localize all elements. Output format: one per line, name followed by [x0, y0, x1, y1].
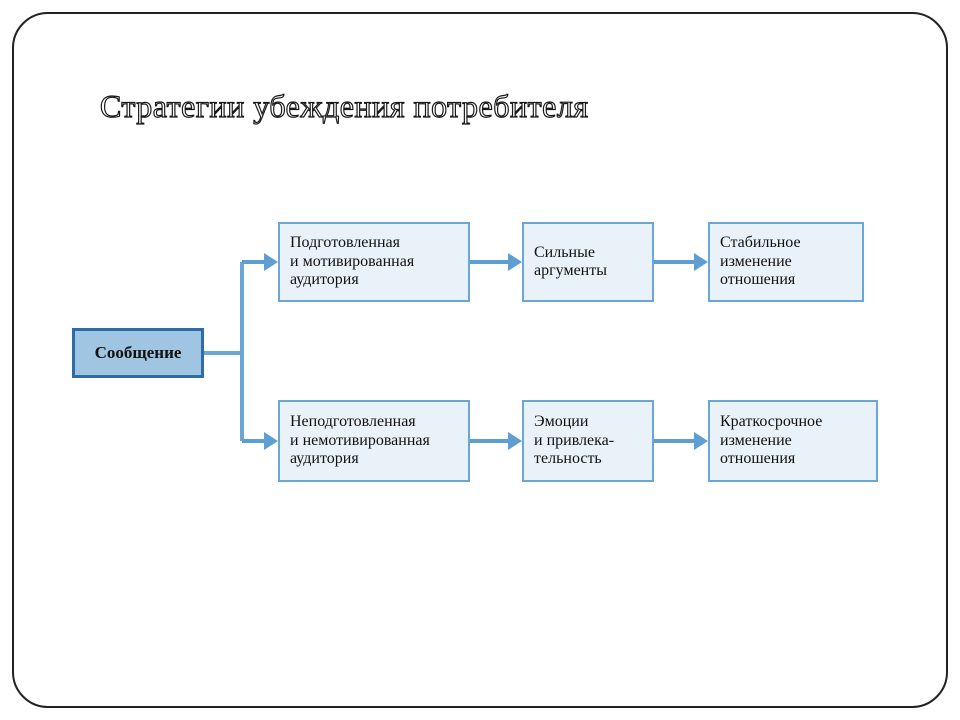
node-bot-result-label: Краткосрочное изменение отношения — [710, 407, 876, 474]
node-top-audience: Подготовленная и мотивированная аудитори… — [278, 222, 470, 302]
node-top-arguments-label: Сильные аргументы — [524, 238, 652, 287]
slide-title: Стратегии убеждения потребителя — [100, 88, 589, 125]
node-top-arguments: Сильные аргументы — [522, 222, 654, 302]
node-bot-emotions: Эмоции и привлека- тельность — [522, 400, 654, 482]
node-top-result-label: Стабильное изменение отношения — [710, 228, 862, 295]
node-source: Сообщение — [72, 328, 204, 378]
node-source-label: Сообщение — [75, 337, 201, 369]
node-top-result: Стабильное изменение отношения — [708, 222, 864, 302]
node-bot-audience: Неподготовленная и немотивированная ауди… — [278, 400, 470, 482]
node-bot-audience-label: Неподготовленная и немотивированная ауди… — [280, 407, 468, 474]
node-top-audience-label: Подготовленная и мотивированная аудитори… — [280, 228, 468, 295]
node-bot-result: Краткосрочное изменение отношения — [708, 400, 878, 482]
node-bot-emotions-label: Эмоции и привлека- тельность — [524, 407, 652, 474]
